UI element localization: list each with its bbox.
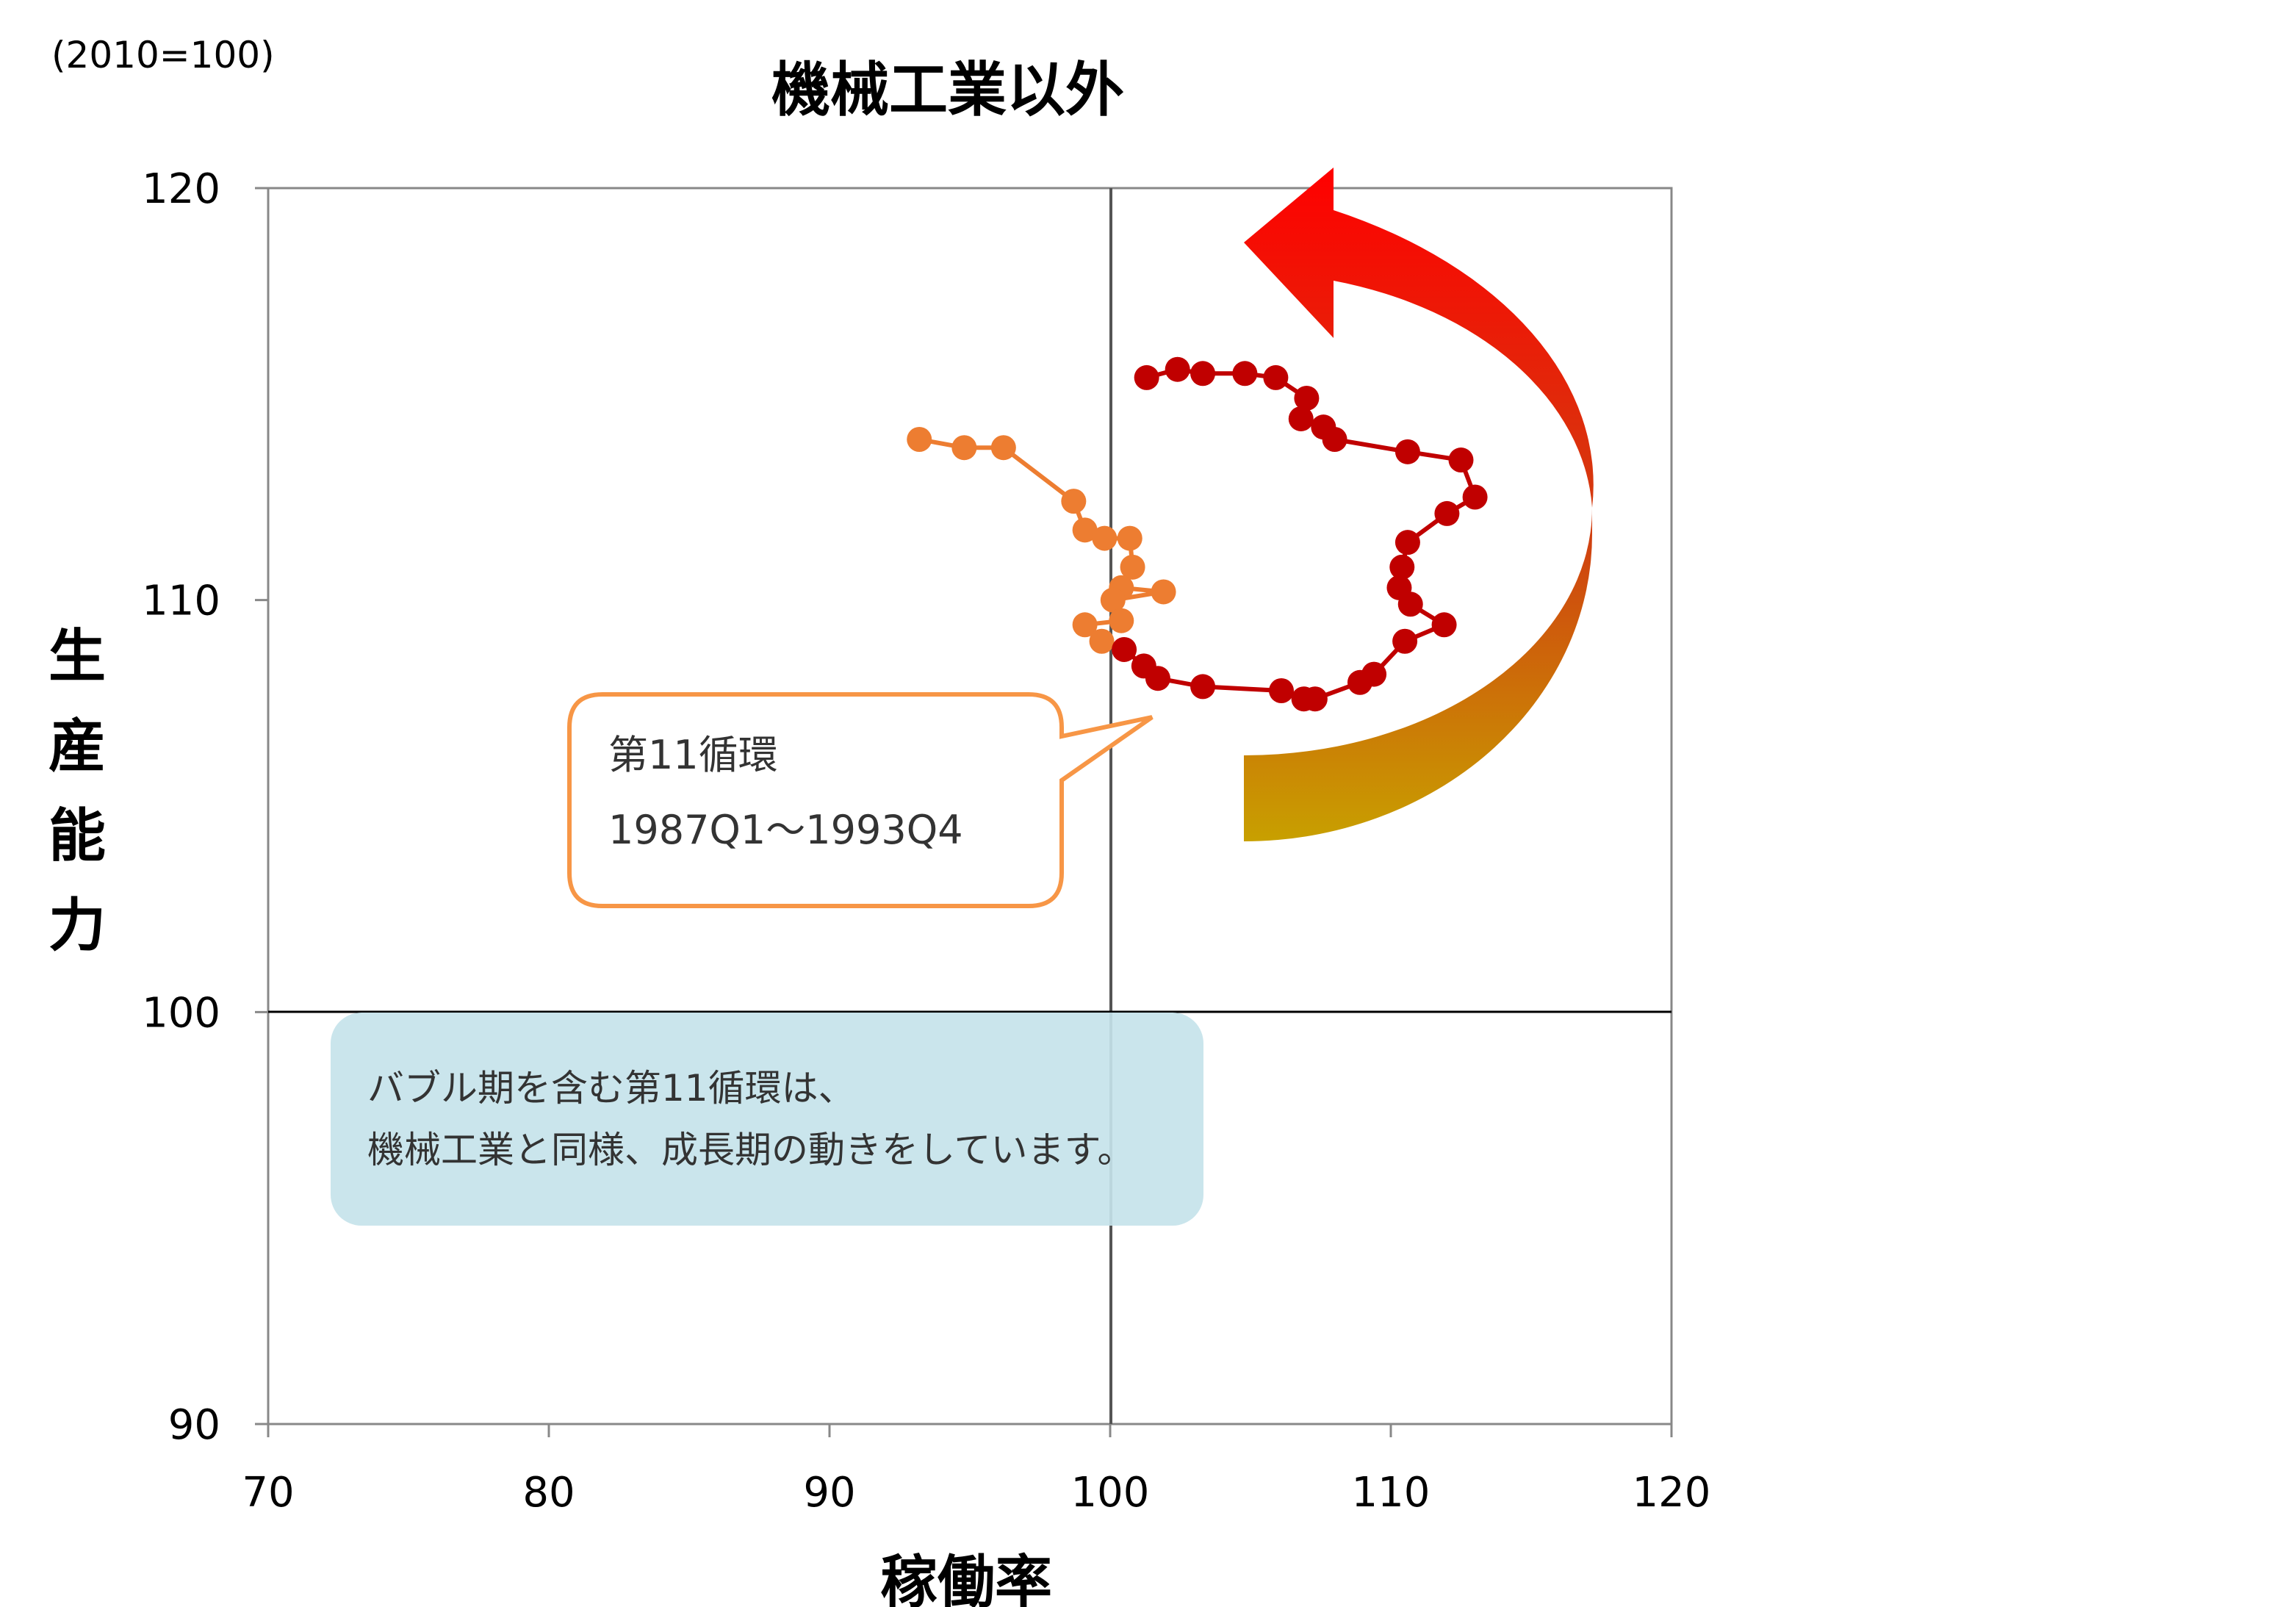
x-tick-label: 90 <box>803 1469 855 1517</box>
series-2-point <box>1434 500 1460 526</box>
axis-ticks <box>255 187 1673 1437</box>
note-background <box>331 1013 1203 1226</box>
series-1-point <box>1109 608 1134 633</box>
y-tick-label: 120 <box>142 165 220 213</box>
callout-line1: 第11循環 <box>608 732 778 778</box>
series-2-point <box>1311 414 1336 440</box>
series-2-point <box>1386 575 1412 600</box>
series-2-point <box>1288 406 1314 431</box>
cycle-arrow <box>1244 168 1594 841</box>
series-2-point <box>1361 661 1387 687</box>
series-2-point <box>1394 530 1420 556</box>
cycle-arrow-body <box>1244 168 1594 841</box>
series-2-point <box>1462 484 1488 510</box>
series-2-point <box>1112 636 1137 662</box>
series-1-point <box>1151 579 1176 605</box>
series-1-point <box>1092 525 1118 551</box>
y-tick-label: 100 <box>142 989 220 1037</box>
chart-title: 機械工業以外 <box>771 56 1124 124</box>
y-axis-title: 生産能力 <box>48 624 106 959</box>
y-tick-label: 110 <box>142 578 220 625</box>
series-1-point <box>1089 628 1115 654</box>
series-1-point <box>990 435 1016 461</box>
y-axis-tick-labels: 90 100 110 120 <box>142 165 220 1449</box>
x-axis-tick-labels: 70 80 90 100 110 120 <box>242 1469 1710 1517</box>
series-2-point <box>1165 356 1190 382</box>
series-2-point <box>1134 364 1159 390</box>
x-tick-label: 110 <box>1352 1469 1430 1517</box>
series-2-point <box>1263 364 1289 390</box>
series-2-point <box>1190 361 1216 387</box>
series-2-point <box>1389 554 1415 580</box>
series-1-point <box>1072 612 1098 638</box>
unit-label: (2010=100) <box>51 34 275 76</box>
x-axis-title: 稼働率 <box>880 1550 1052 1607</box>
series-2-point <box>1269 678 1295 704</box>
series-2-point <box>1302 686 1328 712</box>
callout-box <box>567 692 1154 908</box>
callout-line2: 1987Q1～1993Q4 <box>608 807 963 853</box>
series-1-point <box>1100 587 1126 613</box>
x-tick-label: 70 <box>242 1469 294 1517</box>
series-2-point <box>1431 612 1457 638</box>
series-1-point <box>1061 489 1087 514</box>
data-series <box>907 356 1488 712</box>
series-2-point <box>1190 674 1216 700</box>
x-tick-label: 80 <box>522 1469 575 1517</box>
series-1-point <box>907 427 932 453</box>
series-2-point <box>1232 361 1258 387</box>
series-1-point <box>951 435 977 461</box>
series-1-point <box>1117 525 1142 551</box>
series-1-point <box>1120 554 1145 580</box>
y-tick-label: 90 <box>168 1401 220 1449</box>
cycle-callout: 第11循環 1987Q1～1993Q4 <box>567 692 1154 908</box>
x-tick-label: 100 <box>1071 1469 1150 1517</box>
series-2-point <box>1294 385 1320 411</box>
series-2-point <box>1392 628 1418 654</box>
series-1-point <box>1072 517 1098 543</box>
note-line2: 機械工業と同様、成長期の動きをしています。 <box>367 1129 1134 1171</box>
series-2-point <box>1145 666 1170 691</box>
note-line1: バブル期を含む第11循環は、 <box>367 1067 855 1110</box>
note-box: バブル期を含む第11循環は、 機械工業と同様、成長期の動きをしています。 <box>331 1013 1203 1226</box>
x-tick-label: 120 <box>1633 1469 1711 1517</box>
series-2-point <box>1448 447 1474 473</box>
series-2-point <box>1394 439 1420 464</box>
